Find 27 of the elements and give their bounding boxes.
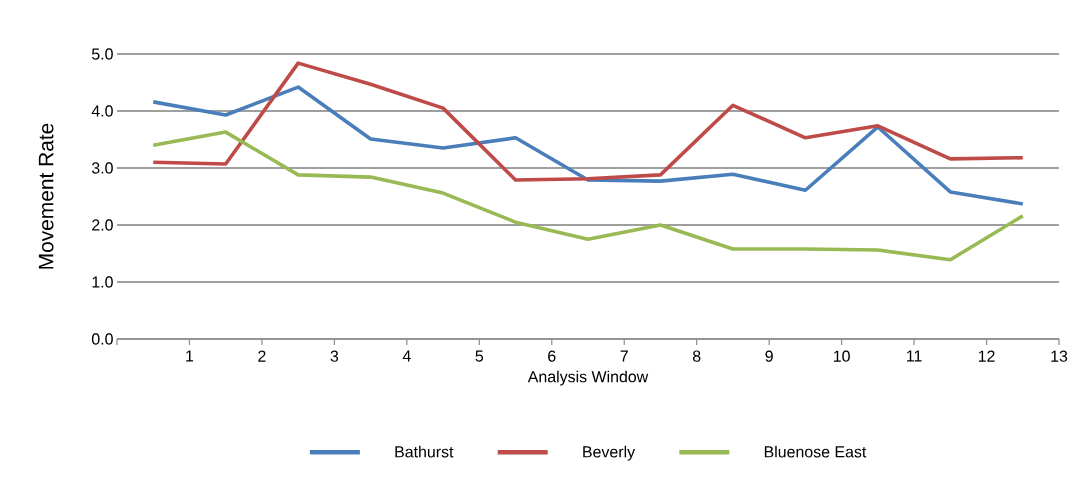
x-tick-label: 5 bbox=[475, 350, 484, 362]
x-tick-label: 3 bbox=[330, 350, 339, 362]
x-tick-label: 6 bbox=[548, 350, 556, 362]
line-series bbox=[151, 85, 1025, 206]
legend-label: Bluenose East bbox=[764, 445, 867, 458]
y-tick-label: 1.0 bbox=[92, 276, 113, 288]
x-axis-title: Analysis Window bbox=[527, 370, 649, 386]
x-tick-label: 10 bbox=[833, 350, 850, 362]
y-tick-label: 4.0 bbox=[91, 105, 113, 117]
line-series bbox=[151, 61, 1025, 182]
x-tick-label: 13 bbox=[1051, 350, 1068, 362]
x-tick-label: 2 bbox=[258, 350, 266, 362]
y-tick-label: 3.0 bbox=[91, 162, 113, 174]
legend-label: Beverly bbox=[583, 445, 636, 461]
x-tick-label: 8 bbox=[692, 350, 701, 362]
x-tick-label: 7 bbox=[620, 350, 628, 362]
y-tick-label: 0.0 bbox=[91, 333, 113, 345]
y-axis-title: Movement Rate bbox=[38, 123, 54, 269]
y-tick-label: 5.0 bbox=[91, 48, 113, 60]
legend-label: Bathurst bbox=[395, 445, 454, 458]
line-series bbox=[151, 130, 1025, 262]
x-tick-label: 1 bbox=[186, 350, 194, 362]
x-tick-label: 12 bbox=[978, 350, 995, 362]
x-tick-label: 11 bbox=[907, 350, 922, 362]
y-tick-label: 2.0 bbox=[92, 219, 113, 231]
x-tick-label: 9 bbox=[765, 350, 773, 362]
x-tick-label: 4 bbox=[402, 350, 411, 362]
